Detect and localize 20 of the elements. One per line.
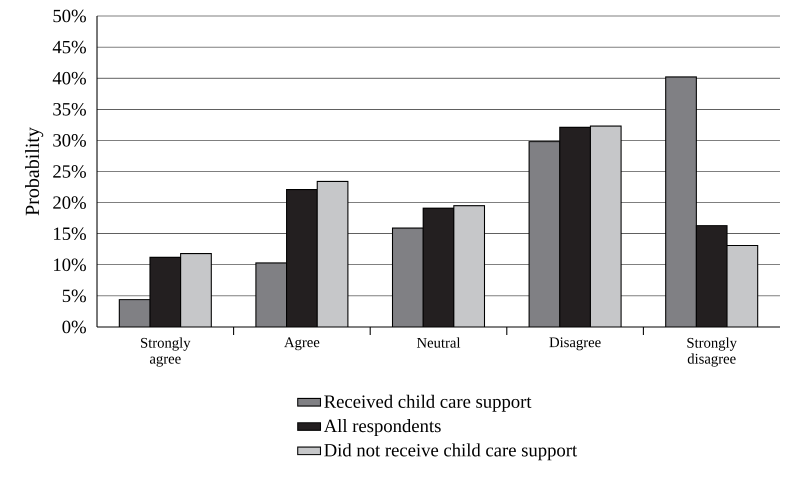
y-tick-label: 30% <box>53 134 86 147</box>
y-tick-label: 10% <box>54 258 86 272</box>
legend-label: Did not receive child care support <box>324 443 578 460</box>
legend-label: Received child care support <box>324 394 532 412</box>
y-tick-label: 40% <box>52 72 86 85</box>
y-tick-label: 25% <box>53 165 86 178</box>
y-tick-label: 20% <box>53 196 86 209</box>
y-tick-label: 0% <box>62 320 86 334</box>
y-tick-label: 45% <box>52 40 86 54</box>
x-tick-label: Neutral <box>416 337 460 348</box>
y-tick-label: 15% <box>54 227 86 240</box>
x-tick-label: Strongly agree <box>141 337 191 367</box>
x-tick-label: Agree <box>284 337 320 350</box>
legend-label: All respondents <box>324 419 441 436</box>
y-axis-title: Probability <box>25 127 44 216</box>
x-tick-label: Disagree <box>549 337 601 350</box>
x-tick-label: Strongly disagree <box>687 337 737 367</box>
y-tick-label: 35% <box>53 102 86 116</box>
y-tick-label: 50% <box>53 10 86 22</box>
y-tick-label: 5% <box>62 290 86 302</box>
